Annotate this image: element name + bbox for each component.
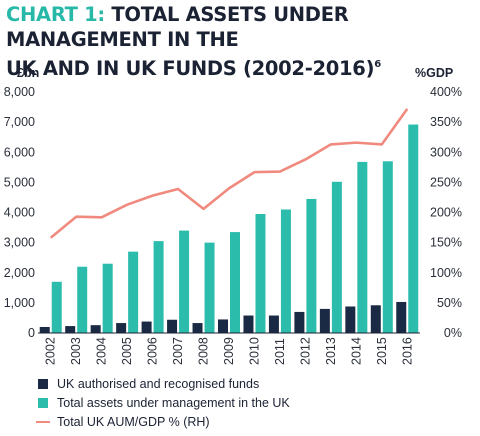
x-tick-label: 2009 [222, 337, 236, 365]
bar-total-aum [306, 198, 317, 333]
x-tick-label: 2013 [324, 337, 338, 365]
bar-funds [116, 323, 127, 333]
bar-series [39, 124, 419, 333]
x-tick-label: 2004 [95, 337, 109, 365]
bar-total-aum [102, 263, 113, 333]
bar-funds [90, 325, 101, 333]
right-tick-label: 150% [430, 236, 462, 250]
x-tick-label: 2016 [400, 337, 414, 365]
right-tick-label: 300% [430, 145, 462, 159]
left-tick-label: 3,000 [4, 236, 35, 250]
bar-total-aum [408, 124, 419, 333]
bar-funds [141, 321, 152, 333]
bar-funds [218, 319, 228, 333]
left-axis-unit: £bn [17, 66, 39, 80]
legend-item-total: Total assets under management in the UK [38, 393, 290, 412]
right-tick-label: 50% [437, 296, 462, 310]
bar-total-aum [179, 230, 190, 333]
bar-funds [167, 319, 178, 333]
chart-title-text-line1: TOTAL ASSETS UNDER MANAGEMENT IN THE [6, 3, 349, 51]
bar-total-aum [255, 214, 266, 333]
right-tick-label: 0% [444, 326, 462, 340]
left-tick-label: 6,000 [4, 145, 35, 159]
bar-total-aum [153, 241, 164, 333]
legend-swatch-gdp [36, 420, 50, 423]
x-axis-labels: 2002 2003 2004 2005 2006 2007 2008 2009 2010 2011… [44, 337, 415, 365]
bar-total-aum [230, 232, 240, 333]
gdp-line [49, 108, 409, 239]
left-axis-ticks: 0 1,000 2,000 3,000 4,000 5,000 6,000 7,000 8,00… [4, 85, 35, 340]
bar-funds [396, 301, 407, 333]
right-axis-unit: %GDP [415, 66, 453, 80]
right-tick-label: 350% [430, 115, 462, 129]
gdp-line-series [49, 108, 409, 239]
right-axis-ticks: 0% 50% 100% 150% 200% 250% 300% 350% 400% [430, 85, 462, 340]
bar-funds [345, 306, 356, 333]
x-tick-label: 2005 [120, 337, 134, 365]
left-tick-label: 8,000 [4, 85, 35, 99]
bar-total-aum [382, 161, 393, 333]
x-tick-label: 2008 [197, 337, 211, 365]
x-tick-label: 2014 [349, 337, 363, 365]
bar-funds [192, 323, 203, 333]
bar-total-aum [77, 266, 88, 333]
left-tick-label: 0 [28, 326, 35, 340]
right-tick-label: 250% [430, 175, 462, 189]
legend-item-gdp: Total UK AUM/GDP % (RH) [36, 412, 290, 431]
x-tick-label: 2010 [247, 337, 261, 365]
legend-swatch-total [38, 397, 48, 408]
right-tick-label: 200% [430, 206, 462, 220]
x-tick-label: 2012 [298, 337, 312, 365]
x-tick-label: 2003 [69, 337, 83, 365]
legend-swatch-funds [38, 378, 48, 389]
chart-title-prefix: CHART 1: [6, 3, 105, 26]
left-tick-label: 5,000 [4, 175, 35, 189]
bar-total-aum [204, 242, 215, 333]
legend-label-gdp: Total UK AUM/GDP % (RH) [57, 414, 210, 429]
bar-total-aum [331, 181, 342, 333]
bar-total-aum [51, 281, 62, 333]
left-tick-label: 1,000 [4, 296, 35, 310]
bar-funds [268, 315, 279, 333]
left-tick-label: 2,000 [4, 266, 35, 280]
legend: UK authorised and recognised funds Total… [36, 374, 290, 431]
bar-funds [294, 311, 305, 333]
legend-item-funds: UK authorised and recognised funds [38, 374, 290, 393]
x-tick-label: 2007 [171, 337, 185, 365]
chart-title-text-line2: UK AND IN UK FUNDS (2002-2016) [6, 57, 375, 80]
legend-label-funds: UK authorised and recognised funds [57, 376, 260, 391]
bar-total-aum [357, 161, 368, 333]
bar-funds [319, 308, 330, 333]
x-tick-label: 2011 [273, 338, 287, 365]
chart-title: CHART 1: TOTAL ASSETS UNDER MANAGEMENT I… [6, 2, 476, 81]
left-tick-label: 7,000 [4, 115, 35, 129]
chart-title-footnote: 6 [374, 59, 381, 70]
chart-title-line2: UK AND IN UK FUNDS (2002-2016)6 [6, 52, 476, 81]
bar-funds [370, 305, 381, 333]
bar-total-aum [280, 209, 291, 333]
bar-total-aum [128, 251, 139, 333]
right-tick-label: 100% [430, 266, 462, 280]
legend-label-total: Total assets under management in the UK [57, 395, 290, 410]
x-tick-label: 2002 [44, 337, 58, 365]
x-tick-label: 2006 [146, 337, 160, 365]
bar-funds [243, 315, 254, 333]
x-tick-label: 2015 [375, 337, 389, 365]
bar-funds [65, 326, 76, 333]
left-tick-label: 4,000 [4, 206, 35, 220]
bar-funds [39, 326, 50, 333]
right-tick-label: 400% [430, 85, 462, 99]
chart-title-line1: CHART 1: TOTAL ASSETS UNDER MANAGEMENT I… [6, 2, 476, 52]
